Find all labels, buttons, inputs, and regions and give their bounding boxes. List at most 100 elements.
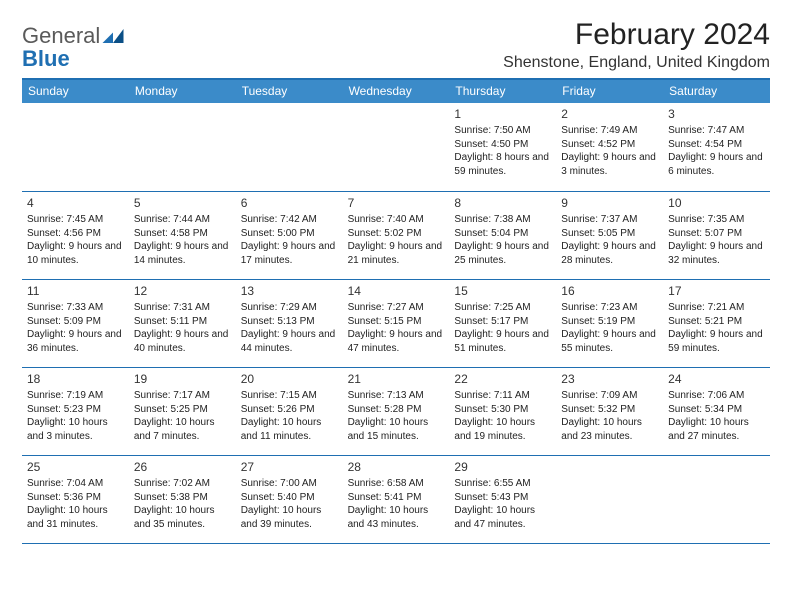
sunrise-line: Sunrise: 7:00 AM	[241, 477, 338, 491]
calendar-cell: 23Sunrise: 7:09 AMSunset: 5:32 PMDayligh…	[556, 367, 663, 455]
calendar-cell: 4Sunrise: 7:45 AMSunset: 4:56 PMDaylight…	[22, 191, 129, 279]
calendar-cell: 24Sunrise: 7:06 AMSunset: 5:34 PMDayligh…	[663, 367, 770, 455]
sunset-line: Sunset: 5:32 PM	[561, 403, 658, 417]
sunset-line: Sunset: 4:52 PM	[561, 138, 658, 152]
daylight-line: Daylight: 9 hours and 32 minutes.	[668, 240, 765, 267]
sunset-line: Sunset: 5:43 PM	[454, 491, 551, 505]
sunrise-line: Sunrise: 6:55 AM	[454, 477, 551, 491]
calendar-cell: 19Sunrise: 7:17 AMSunset: 5:25 PMDayligh…	[129, 367, 236, 455]
day-number: 15	[454, 283, 551, 299]
sunset-line: Sunset: 5:09 PM	[27, 315, 124, 329]
calendar-page: GeneralBlue February 2024 Shenstone, Eng…	[0, 0, 792, 554]
sunrise-line: Sunrise: 7:50 AM	[454, 124, 551, 138]
calendar-cell: 28Sunrise: 6:58 AMSunset: 5:41 PMDayligh…	[343, 455, 450, 543]
day-number: 26	[134, 459, 231, 475]
page-title: February 2024	[503, 18, 770, 52]
sunset-line: Sunset: 5:00 PM	[241, 227, 338, 241]
calendar-cell: 18Sunrise: 7:19 AMSunset: 5:23 PMDayligh…	[22, 367, 129, 455]
sunset-line: Sunset: 5:25 PM	[134, 403, 231, 417]
daylight-line: Daylight: 10 hours and 7 minutes.	[134, 416, 231, 443]
sunset-line: Sunset: 5:11 PM	[134, 315, 231, 329]
calendar-grid: 1Sunrise: 7:50 AMSunset: 4:50 PMDaylight…	[22, 103, 770, 543]
sunset-line: Sunset: 5:40 PM	[241, 491, 338, 505]
day-number: 7	[348, 195, 445, 211]
calendar-cell: 11Sunrise: 7:33 AMSunset: 5:09 PMDayligh…	[22, 279, 129, 367]
brand-mark-icon	[102, 24, 124, 47]
day-number: 16	[561, 283, 658, 299]
sunrise-line: Sunrise: 7:45 AM	[27, 213, 124, 227]
calendar-cell: 25Sunrise: 7:04 AMSunset: 5:36 PMDayligh…	[22, 455, 129, 543]
daylight-line: Daylight: 10 hours and 11 minutes.	[241, 416, 338, 443]
calendar-cell: 6Sunrise: 7:42 AMSunset: 5:00 PMDaylight…	[236, 191, 343, 279]
sunrise-line: Sunrise: 7:09 AM	[561, 389, 658, 403]
day-number: 9	[561, 195, 658, 211]
day-number: 8	[454, 195, 551, 211]
day-header: Tuesday	[236, 80, 343, 103]
daylight-line: Daylight: 9 hours and 10 minutes.	[27, 240, 124, 267]
day-header: Wednesday	[343, 80, 450, 103]
sunrise-line: Sunrise: 6:58 AM	[348, 477, 445, 491]
calendar-cell	[556, 455, 663, 543]
sunset-line: Sunset: 5:21 PM	[668, 315, 765, 329]
day-number: 23	[561, 371, 658, 387]
sunrise-line: Sunrise: 7:02 AM	[134, 477, 231, 491]
daylight-line: Daylight: 9 hours and 17 minutes.	[241, 240, 338, 267]
day-number: 10	[668, 195, 765, 211]
day-number: 21	[348, 371, 445, 387]
day-number: 5	[134, 195, 231, 211]
daylight-line: Daylight: 10 hours and 19 minutes.	[454, 416, 551, 443]
day-number: 17	[668, 283, 765, 299]
sunrise-line: Sunrise: 7:49 AM	[561, 124, 658, 138]
day-number: 29	[454, 459, 551, 475]
daylight-line: Daylight: 9 hours and 14 minutes.	[134, 240, 231, 267]
calendar-cell: 1Sunrise: 7:50 AMSunset: 4:50 PMDaylight…	[449, 103, 556, 191]
calendar-cell: 10Sunrise: 7:35 AMSunset: 5:07 PMDayligh…	[663, 191, 770, 279]
brand-logo: GeneralBlue	[22, 18, 124, 70]
sunrise-line: Sunrise: 7:23 AM	[561, 301, 658, 315]
sunrise-line: Sunrise: 7:31 AM	[134, 301, 231, 315]
calendar-cell: 13Sunrise: 7:29 AMSunset: 5:13 PMDayligh…	[236, 279, 343, 367]
sunset-line: Sunset: 5:19 PM	[561, 315, 658, 329]
calendar-cell: 16Sunrise: 7:23 AMSunset: 5:19 PMDayligh…	[556, 279, 663, 367]
sunset-line: Sunset: 5:23 PM	[27, 403, 124, 417]
sunrise-line: Sunrise: 7:29 AM	[241, 301, 338, 315]
calendar-cell: 8Sunrise: 7:38 AMSunset: 5:04 PMDaylight…	[449, 191, 556, 279]
sunrise-line: Sunrise: 7:38 AM	[454, 213, 551, 227]
calendar-cell: 2Sunrise: 7:49 AMSunset: 4:52 PMDaylight…	[556, 103, 663, 191]
day-number: 4	[27, 195, 124, 211]
sunrise-line: Sunrise: 7:42 AM	[241, 213, 338, 227]
day-number: 3	[668, 106, 765, 122]
day-number: 25	[27, 459, 124, 475]
daylight-line: Daylight: 9 hours and 3 minutes.	[561, 151, 658, 178]
calendar-cell: 26Sunrise: 7:02 AMSunset: 5:38 PMDayligh…	[129, 455, 236, 543]
calendar-cell: 20Sunrise: 7:15 AMSunset: 5:26 PMDayligh…	[236, 367, 343, 455]
calendar-cell: 5Sunrise: 7:44 AMSunset: 4:58 PMDaylight…	[129, 191, 236, 279]
sunrise-line: Sunrise: 7:19 AM	[27, 389, 124, 403]
calendar-cell: 17Sunrise: 7:21 AMSunset: 5:21 PMDayligh…	[663, 279, 770, 367]
sunset-line: Sunset: 5:30 PM	[454, 403, 551, 417]
sunset-line: Sunset: 5:05 PM	[561, 227, 658, 241]
daylight-line: Daylight: 9 hours and 21 minutes.	[348, 240, 445, 267]
sunrise-line: Sunrise: 7:04 AM	[27, 477, 124, 491]
title-block: February 2024 Shenstone, England, United…	[503, 18, 770, 72]
sunrise-line: Sunrise: 7:37 AM	[561, 213, 658, 227]
sunset-line: Sunset: 5:28 PM	[348, 403, 445, 417]
calendar-cell: 9Sunrise: 7:37 AMSunset: 5:05 PMDaylight…	[556, 191, 663, 279]
daylight-line: Daylight: 9 hours and 44 minutes.	[241, 328, 338, 355]
sunrise-line: Sunrise: 7:17 AM	[134, 389, 231, 403]
daylight-line: Daylight: 9 hours and 36 minutes.	[27, 328, 124, 355]
calendar-cell	[236, 103, 343, 191]
sunset-line: Sunset: 4:50 PM	[454, 138, 551, 152]
brand-word-2: Blue	[22, 46, 70, 71]
sunset-line: Sunset: 5:38 PM	[134, 491, 231, 505]
daylight-line: Daylight: 10 hours and 47 minutes.	[454, 504, 551, 531]
sunrise-line: Sunrise: 7:44 AM	[134, 213, 231, 227]
daylight-line: Daylight: 10 hours and 39 minutes.	[241, 504, 338, 531]
daylight-line: Daylight: 9 hours and 51 minutes.	[454, 328, 551, 355]
daylight-line: Daylight: 10 hours and 27 minutes.	[668, 416, 765, 443]
sunset-line: Sunset: 5:36 PM	[27, 491, 124, 505]
sunset-line: Sunset: 5:13 PM	[241, 315, 338, 329]
daylight-line: Daylight: 10 hours and 43 minutes.	[348, 504, 445, 531]
sunset-line: Sunset: 5:17 PM	[454, 315, 551, 329]
sunrise-line: Sunrise: 7:11 AM	[454, 389, 551, 403]
